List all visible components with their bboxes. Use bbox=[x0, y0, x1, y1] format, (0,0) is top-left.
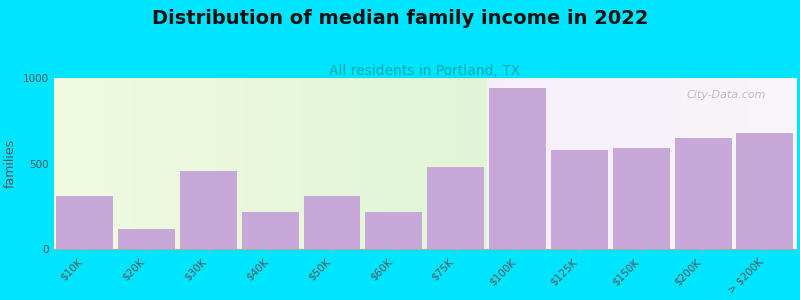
Bar bbox=[56, 196, 113, 249]
Bar bbox=[242, 212, 298, 249]
Bar bbox=[303, 196, 361, 249]
Bar bbox=[613, 148, 670, 249]
Title: All residents in Portland, TX: All residents in Portland, TX bbox=[329, 64, 520, 78]
Bar bbox=[489, 88, 546, 249]
Text: Distribution of median family income in 2022: Distribution of median family income in … bbox=[152, 9, 648, 28]
Bar bbox=[366, 212, 422, 249]
Bar bbox=[180, 170, 237, 249]
Bar bbox=[427, 167, 484, 249]
Bar bbox=[674, 138, 731, 249]
Bar bbox=[118, 229, 175, 249]
Bar bbox=[737, 133, 794, 249]
Text: City-Data.com: City-Data.com bbox=[686, 90, 766, 100]
Y-axis label: families: families bbox=[4, 139, 17, 188]
Bar bbox=[551, 150, 608, 249]
